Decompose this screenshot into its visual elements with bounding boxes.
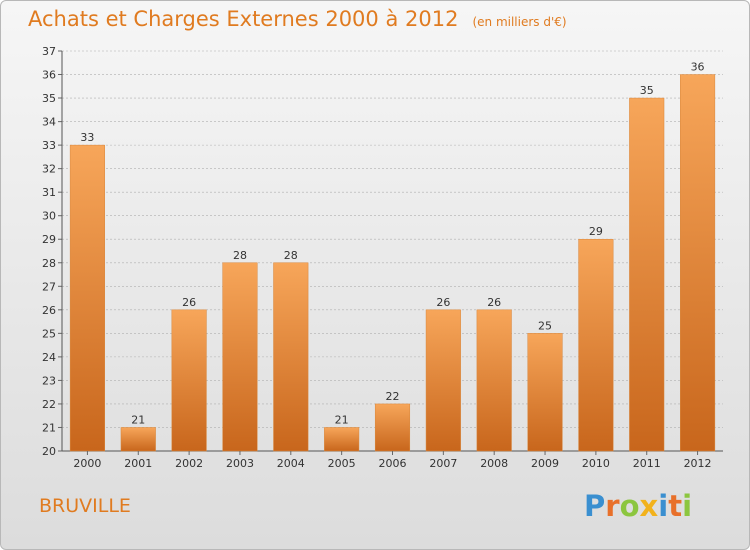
y-tick-label: 24	[42, 351, 56, 364]
y-tick-label: 33	[42, 139, 56, 152]
x-tick-label: 2005	[328, 457, 356, 470]
x-tick-label: 2004	[277, 457, 305, 470]
y-tick-label: 36	[42, 69, 56, 82]
x-tick-label: 2006	[379, 457, 407, 470]
data-label: 33	[80, 131, 94, 144]
bar	[222, 262, 258, 452]
y-tick-label: 20	[42, 445, 56, 458]
y-tick-label: 22	[42, 398, 56, 411]
data-label: 36	[691, 61, 705, 74]
y-tick-label: 27	[42, 280, 56, 293]
chart-title-text: Achats et Charges Externes 2000 à 2012	[28, 7, 459, 31]
bar	[273, 262, 309, 452]
y-tick-label: 35	[42, 92, 56, 105]
data-label: 21	[131, 413, 145, 426]
bar	[374, 403, 411, 452]
chart-subtitle: (en milliers d'€)	[472, 15, 567, 29]
bars	[69, 74, 716, 452]
data-label: 35	[640, 84, 654, 97]
x-tick-label: 2007	[429, 457, 457, 470]
data-label: 25	[538, 319, 552, 332]
y-tick-label: 31	[42, 186, 56, 199]
proxiti-logo: Proxiti	[584, 489, 692, 523]
bar	[680, 74, 716, 452]
x-tick-label: 2003	[226, 457, 254, 470]
x-tick-label: 2010	[582, 457, 610, 470]
x-tick-label: 2009	[531, 457, 559, 470]
data-label: 21	[335, 413, 349, 426]
x-tick-label: 2000	[73, 457, 101, 470]
y-tick-label: 34	[42, 116, 56, 129]
x-tick-label: 2012	[684, 457, 712, 470]
data-label: 26	[487, 296, 501, 309]
x-tick-label: 2008	[480, 457, 508, 470]
data-label: 22	[386, 390, 400, 403]
bar	[171, 309, 207, 452]
logo-letter: x	[639, 489, 659, 523]
x-tick-label: 2001	[124, 457, 152, 470]
logo-letter: r	[605, 489, 620, 523]
y-tick-label: 26	[42, 304, 56, 317]
bar	[425, 309, 461, 452]
data-labels: 33 21 26 28 28 21 22 26 26 25 29 35 36	[80, 61, 704, 427]
y-tick-label: 23	[42, 374, 56, 387]
data-label: 28	[284, 249, 298, 262]
y-tick-label: 37	[42, 45, 56, 58]
bar	[527, 333, 563, 452]
x-tick-labels: 2000 2001 2002 2003 2004 2005 2006 2007 2008 2009…	[73, 451, 712, 470]
x-tick-label: 2011	[633, 457, 661, 470]
chart-title: Achats et Charges Externes 2000 à 2012 (e…	[28, 7, 567, 31]
logo-letter: i	[658, 489, 669, 523]
bar	[324, 427, 360, 452]
y-tick-label: 32	[42, 163, 56, 176]
y-tick-label: 29	[42, 233, 56, 246]
bar	[120, 427, 156, 452]
logo-letter: o	[619, 489, 640, 523]
y-tick-label: 21	[42, 421, 56, 434]
y-tick-label: 28	[42, 257, 56, 270]
data-label: 26	[182, 296, 196, 309]
y-tick-label: 30	[42, 210, 56, 223]
data-label: 28	[233, 249, 247, 262]
bar	[578, 238, 614, 452]
y-tick-labels: 20 21 22 23 24 25 26 27 28 29 30 31 32 33 34 35 36 37	[42, 45, 56, 458]
bar	[629, 97, 665, 452]
bar	[476, 309, 512, 452]
grid-lines	[58, 50, 723, 452]
data-label: 29	[589, 225, 603, 238]
logo-letter: P	[584, 489, 606, 523]
y-tick-label: 25	[42, 327, 56, 340]
logo-letter: i	[682, 489, 693, 523]
bar	[69, 144, 105, 452]
x-tick-label: 2002	[175, 457, 203, 470]
place-label: BRUVILLE	[39, 495, 131, 517]
data-label: 26	[436, 296, 450, 309]
logo-letter: t	[668, 489, 683, 523]
